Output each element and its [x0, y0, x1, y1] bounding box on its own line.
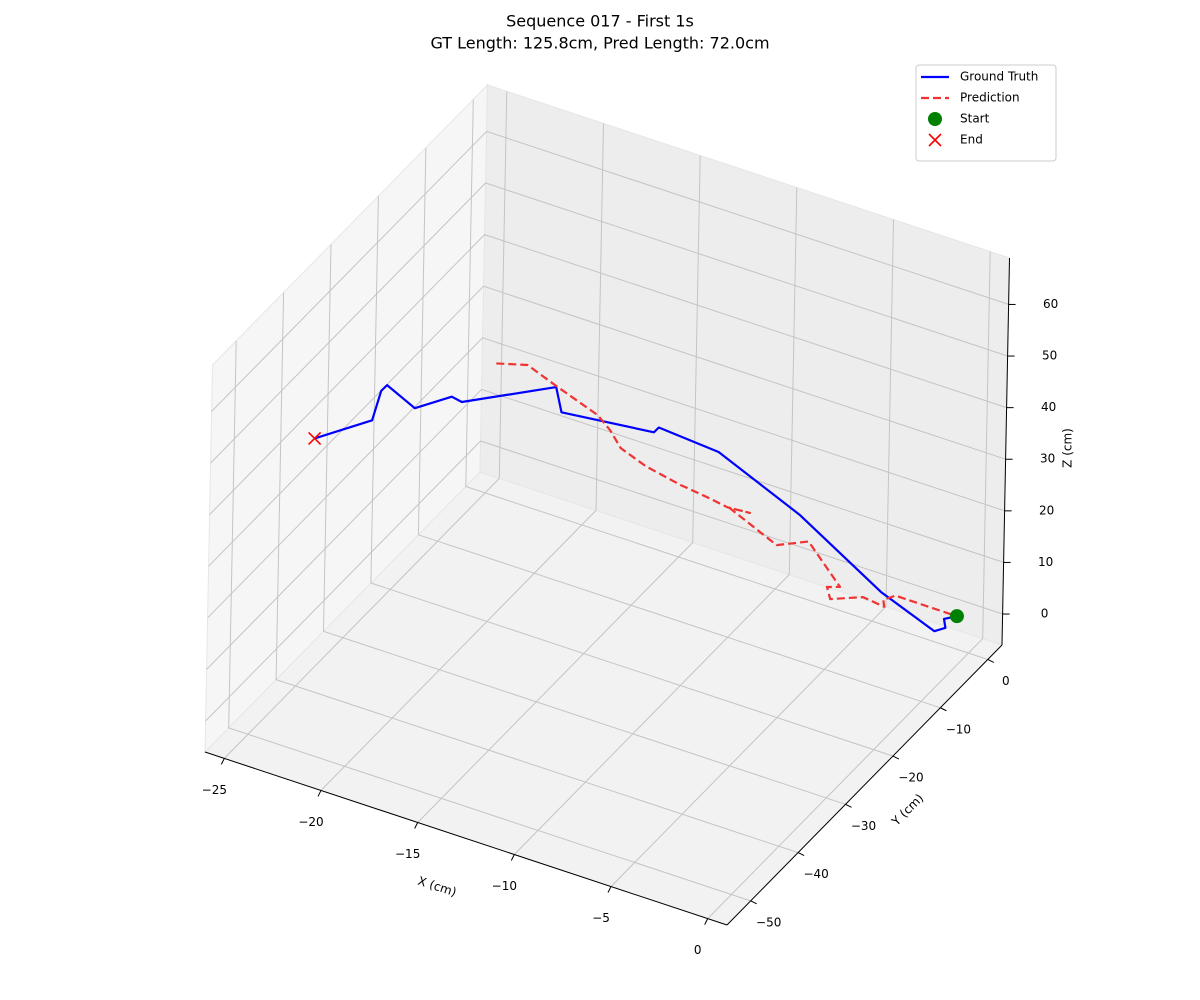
plot-area	[308, 362, 964, 633]
y-tick-label: 0	[1002, 674, 1010, 688]
grid-line	[320, 123, 604, 791]
grid-line	[209, 234, 1007, 515]
grid-line	[417, 155, 701, 823]
grid-line	[211, 130, 1009, 412]
legend-label: End	[960, 133, 983, 147]
x-axis-label: X (cm)	[416, 874, 458, 900]
grid-line	[228, 340, 751, 902]
z-tick-label: 60	[1043, 297, 1058, 311]
legend-label: Ground Truth	[960, 70, 1038, 84]
x-tick	[510, 854, 515, 861]
y-tick-label: −10	[946, 722, 971, 736]
x-tick-label: −5	[592, 911, 610, 925]
grid-line	[610, 219, 894, 887]
x-tick-label: −25	[202, 783, 227, 797]
series-line	[493, 362, 952, 616]
y-axis-label: Y (cm)	[888, 791, 926, 829]
y-tick	[750, 900, 757, 905]
x-tick	[414, 822, 419, 829]
y-tick	[940, 707, 947, 712]
y-tick-label: −50	[756, 915, 781, 929]
x-tick	[607, 886, 612, 893]
x-tick	[220, 758, 225, 765]
legend-box	[915, 64, 1057, 162]
z-tick-label: 10	[1038, 555, 1053, 569]
y-axis-line	[726, 644, 1003, 926]
z-tick-label: 30	[1040, 452, 1055, 466]
grid-line	[417, 147, 941, 709]
y-tick	[892, 755, 900, 760]
x-axis-line	[204, 751, 728, 926]
grid-line	[206, 388, 1004, 670]
grid-line	[707, 251, 991, 919]
y-tick-label: −30	[851, 819, 876, 833]
grid-line	[465, 99, 988, 660]
chart-subtitle: GT Length: 125.8cm, Pred Length: 72.0cm	[430, 34, 769, 53]
grid-line	[207, 337, 1005, 619]
x-tick	[704, 918, 709, 925]
grid-line	[322, 244, 846, 805]
legend: Ground Truth Prediction Start End	[915, 64, 1057, 162]
x-tick-label: −10	[492, 879, 517, 893]
z-axis-label: Z (cm)	[1061, 428, 1075, 468]
x-tick-label: −20	[298, 815, 323, 829]
grid-line	[275, 292, 799, 854]
x-tick-label: −15	[395, 847, 420, 861]
z-axis-line	[1001, 257, 1010, 646]
legend-label: Start	[960, 112, 990, 126]
y-tick-label: −20	[898, 771, 923, 785]
z-tick-label: 0	[1041, 607, 1049, 621]
start-marker	[928, 112, 942, 126]
grid-line	[370, 195, 894, 757]
grid-line	[513, 187, 798, 855]
panes: −25−20−15−10−50−50−40−30−20−100010203040…	[202, 83, 1075, 957]
z-tick-label: 40	[1041, 400, 1056, 414]
z-tick-label: 20	[1039, 503, 1054, 517]
grid-line	[210, 182, 1008, 464]
x-tick-label: 0	[694, 943, 702, 957]
chart-title: Sequence 017 - First 1s	[506, 12, 694, 31]
end-marker	[308, 431, 322, 445]
end-marker	[928, 133, 942, 147]
y-tick-label: −40	[803, 867, 828, 881]
z-tick-label: 50	[1042, 349, 1057, 363]
series-line	[314, 384, 958, 633]
grid-line	[223, 91, 508, 759]
y-tick	[797, 852, 805, 857]
grid-line	[205, 440, 1003, 722]
y-tick	[987, 659, 994, 663]
x-tick	[317, 790, 322, 797]
legend-label: Prediction	[960, 91, 1020, 105]
start-marker	[949, 609, 964, 624]
y-tick	[845, 803, 852, 808]
grid-line	[208, 285, 1006, 567]
